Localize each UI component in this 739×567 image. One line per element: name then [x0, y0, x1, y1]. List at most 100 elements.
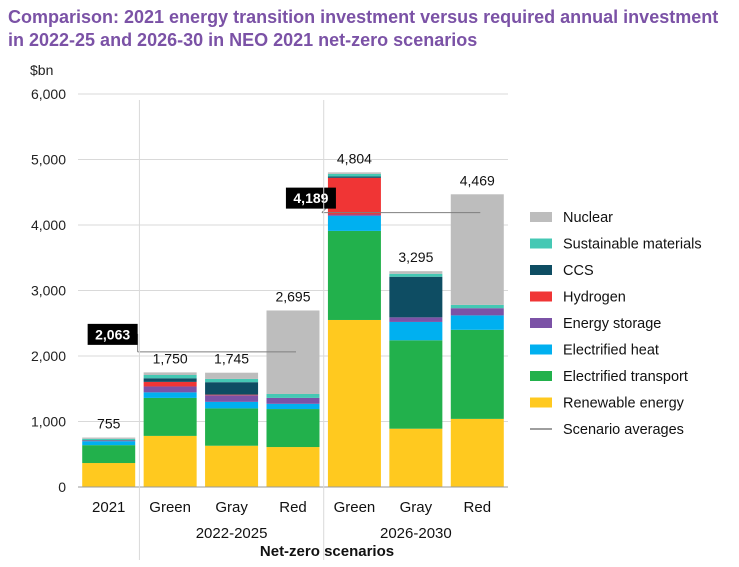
bar-segment-nuclear	[327, 172, 381, 174]
bar-segment-renewable-energy	[450, 418, 504, 487]
bar-segment-energy-storage	[205, 395, 259, 402]
legend: Nuclear Sustainable materials CCS Hydrogen E…	[530, 210, 702, 438]
bar-segment-ccs	[389, 276, 443, 318]
x-tick-label: Gray	[215, 499, 248, 516]
bar-segment-nuclear	[82, 437, 136, 439]
bar-segment-energy-storage	[389, 317, 443, 322]
bar-segment-electrified-transport	[205, 408, 259, 446]
bar-segment-sustainable-materials	[82, 438, 136, 441]
bar-segment-sustainable-materials	[266, 393, 320, 398]
bar-segment-hydrogen	[327, 177, 381, 215]
chart-title: Comparison: 2021 energy transition inves…	[8, 7, 719, 50]
legend-swatch	[530, 291, 552, 302]
legend-label: Renewable energy	[563, 396, 685, 412]
x-axis: 2021 Green Gray Red Green Gray Red 2022-2025 202…	[78, 100, 508, 560]
bar-segment-nuclear	[143, 372, 197, 375]
bar-segment-renewable-energy	[82, 463, 136, 487]
bar-segment-electrified-heat	[389, 321, 443, 341]
y-tick-label: 1,000	[31, 414, 66, 430]
legend-swatch	[530, 371, 552, 381]
y-tick-label: 4,000	[31, 217, 66, 233]
bar-segment-electrified-transport	[266, 409, 320, 448]
x-axis-title: Net-zero scenarios	[260, 543, 394, 560]
legend-swatch	[530, 212, 552, 222]
legend-label: Scenario averages	[563, 422, 684, 438]
x-tick-label: Green	[149, 499, 191, 516]
bar-segment-electrified-heat	[205, 401, 259, 409]
legend-swatch	[530, 344, 552, 355]
bar-segment-electrified-transport	[450, 329, 504, 419]
legend-swatch	[530, 265, 552, 275]
group-label: 2022-2025	[196, 525, 268, 542]
bar-segment-electrified-transport	[389, 340, 443, 429]
bar-segment-sustainable-materials	[143, 374, 197, 379]
legend-label: Electrified heat	[563, 343, 659, 359]
bar-segment-nuclear	[205, 372, 259, 379]
legend-label: Hydrogen	[563, 290, 626, 306]
total-label: 755	[97, 416, 121, 432]
bar-segment-renewable-energy	[389, 428, 443, 487]
y-tick-label: 2,000	[31, 348, 66, 364]
total-label: 4,804	[337, 150, 372, 166]
y-axis-label: $bn	[30, 62, 53, 78]
bar-segment-hydrogen	[143, 381, 197, 387]
bars	[82, 172, 504, 487]
y-axis-ticks: 0 1,000 2,000 3,000 4,000 5,000 6,000	[31, 86, 66, 495]
bar-segment-ccs	[143, 378, 197, 382]
bar-segment-electrified-transport	[82, 445, 136, 464]
bar-segment-sustainable-materials	[450, 304, 504, 309]
legend-label: Electrified transport	[563, 369, 688, 385]
x-tick-label: Red	[464, 499, 492, 516]
bar-segment-renewable-energy	[205, 445, 259, 487]
legend-swatch	[530, 397, 552, 408]
bar-segment-renewable-energy	[266, 447, 320, 487]
y-tick-label: 5,000	[31, 152, 66, 168]
bar-segment-ccs	[327, 176, 381, 178]
scenario-average-label: 2,063	[95, 326, 130, 342]
bar-segment-ccs	[205, 382, 259, 395]
total-label: 1,745	[214, 351, 249, 367]
y-tick-label: 0	[58, 479, 66, 495]
total-label: 3,295	[398, 249, 433, 265]
bar-segment-energy-storage	[327, 214, 381, 216]
bar-segment-nuclear	[389, 271, 443, 274]
bar-segment-electrified-heat	[327, 215, 381, 231]
callout-box	[87, 323, 138, 345]
bar-segment-electrified-heat	[450, 315, 504, 330]
bar-segment-electrified-transport	[327, 230, 381, 320]
legend-label: Nuclear	[563, 210, 613, 226]
x-tick-label: 2021	[92, 499, 125, 516]
total-label: 2,695	[275, 288, 310, 304]
bar-segment-energy-storage	[82, 440, 136, 442]
group-label: 2026-2030	[380, 525, 452, 542]
y-tick-label: 3,000	[31, 283, 66, 299]
bar-segment-electrified-transport	[143, 397, 197, 436]
bar-segment-sustainable-materials	[389, 273, 443, 277]
scenario-average-label: 4,189	[293, 190, 328, 206]
bar-segment-electrified-heat	[143, 392, 197, 398]
bar-segment-energy-storage	[143, 386, 197, 393]
legend-swatch	[530, 238, 552, 249]
bar-segment-hydrogen	[205, 394, 259, 396]
bar-segment-nuclear	[450, 194, 504, 305]
total-label: 4,469	[460, 172, 495, 188]
x-tick-label: Red	[279, 499, 307, 516]
bar-segment-energy-storage	[266, 397, 320, 404]
bar-segment-renewable-energy	[327, 319, 381, 487]
bar-segment-sustainable-materials	[205, 378, 259, 383]
bar-segment-electrified-heat	[82, 441, 136, 446]
legend-label: CCS	[563, 263, 594, 279]
bar-segment-renewable-energy	[143, 435, 197, 487]
x-tick-label: Green	[334, 499, 376, 516]
x-tick-label: Gray	[400, 499, 433, 516]
total-label: 1,750	[153, 350, 188, 366]
bar-segment-electrified-heat	[266, 403, 320, 410]
y-tick-label: 6,000	[31, 86, 66, 102]
legend-swatch	[530, 318, 552, 328]
total-labels: 755 1,750 1,745 2,695 4,804 3,295 4,469	[97, 150, 495, 431]
legend-label: Energy storage	[563, 316, 661, 332]
bar-segment-sustainable-materials	[327, 173, 381, 177]
legend-label: Sustainable materials	[563, 237, 702, 253]
bar-segment-energy-storage	[450, 308, 504, 316]
